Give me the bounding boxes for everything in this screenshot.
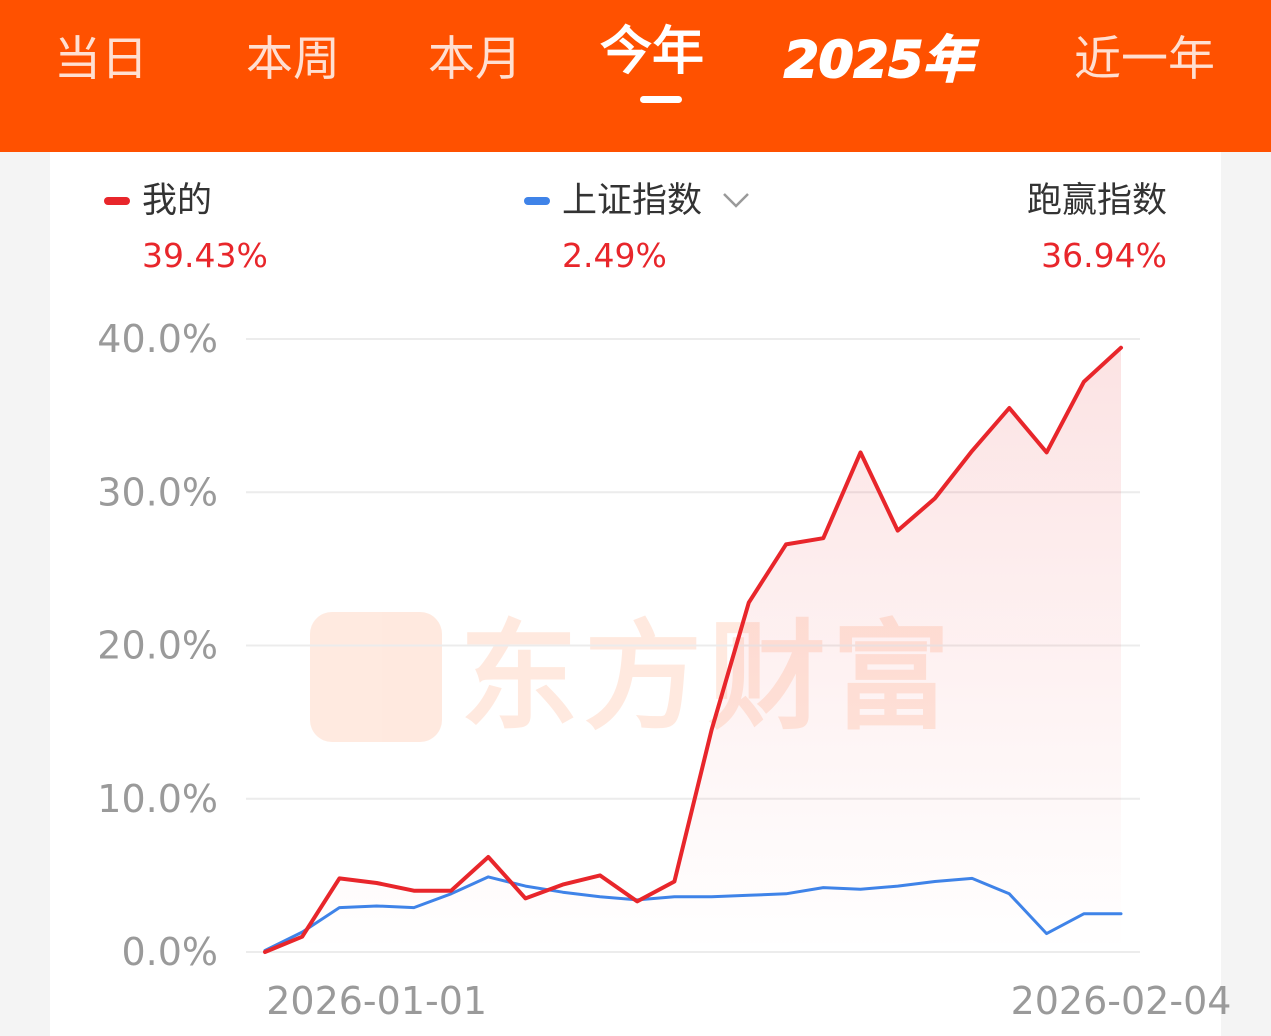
period-tab-bar: 当日 本周 本月 今年 2025年 近一年 [0, 0, 1271, 152]
active-tab-indicator [640, 96, 682, 103]
y-tick-label: 30.0% [97, 470, 218, 514]
legend-beat-value: 36.94% [1041, 236, 1167, 275]
tab-this-month[interactable]: 本月 [428, 32, 522, 87]
legend-mine-swatch [104, 197, 130, 205]
y-tick-label: 20.0% [97, 624, 218, 668]
series-line-mine [263, 345, 1123, 954]
tab-last-year[interactable]: 近一年 [1074, 32, 1215, 87]
legend-beat-label: 跑赢指数 [1026, 181, 1167, 221]
chevron-down-icon[interactable] [722, 187, 750, 213]
tab-this-week[interactable]: 本周 [246, 32, 340, 87]
y-tick-label: 0.0% [121, 930, 218, 974]
tab-year-2025[interactable]: 2025年 [783, 30, 974, 90]
x-tick-label: 2026-02-04 [1011, 979, 1232, 1023]
series-line-index [263, 875, 1123, 952]
x-tick-label: 2026-01-01 [266, 979, 487, 1023]
legend-mine-label: 我的 [142, 181, 213, 221]
legend-index-label[interactable]: 上证指数 [562, 181, 703, 221]
legend-index-swatch [524, 197, 550, 205]
tab-this-year[interactable]: 今年 [600, 22, 705, 82]
series-area-mine [265, 347, 1121, 952]
tab-today[interactable]: 当日 [54, 32, 148, 87]
legend-mine-value: 39.43% [142, 236, 268, 275]
y-tick-label: 40.0% [97, 317, 218, 361]
legend-index-value: 2.49% [562, 236, 667, 275]
y-tick-label: 10.0% [97, 777, 218, 821]
